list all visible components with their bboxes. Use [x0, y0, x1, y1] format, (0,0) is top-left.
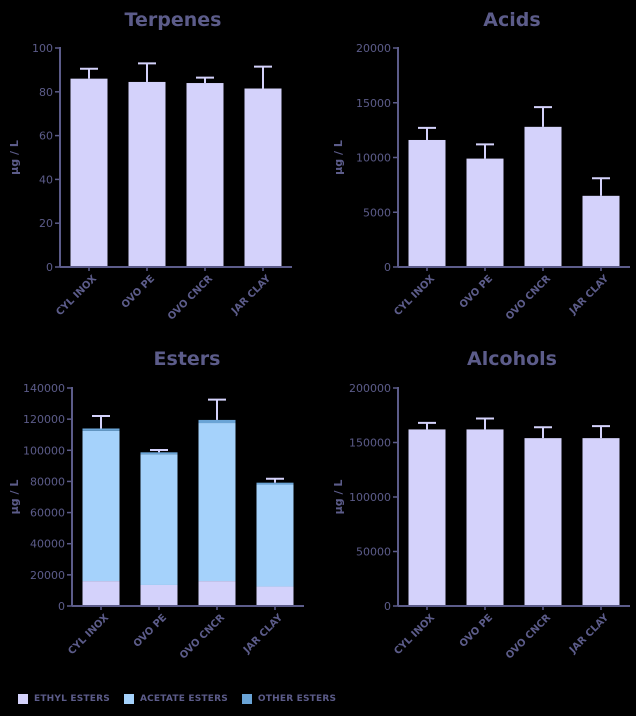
y-tick-label: 0 — [58, 600, 65, 613]
y-tick-label: 5000 — [363, 206, 391, 219]
legend-label: ACETATE ESTERS — [139, 694, 228, 704]
y-tick-label: 20 — [39, 217, 53, 230]
bar-ovo-pe — [466, 158, 504, 267]
y-tick-label: 40000 — [30, 538, 65, 551]
bar-ethyl-esters-ovo-cncr — [198, 581, 236, 606]
chart-title: Acids — [483, 9, 540, 31]
x-tick-label: OVO CNCR — [504, 273, 553, 322]
bar-ethyl-esters-jar-clay — [256, 586, 294, 606]
x-tick-label: OVO CNCR — [178, 612, 227, 661]
bar-ovo-pe — [466, 429, 504, 606]
legend-swatch — [241, 694, 252, 704]
x-tick-label: OVO PE — [458, 273, 496, 311]
bar-ovo-cncr — [524, 438, 562, 606]
y-tick-label: 100000 — [349, 491, 391, 504]
legend-item-other: OTHER ESTERS — [241, 694, 337, 704]
x-tick-label: CYL INOX — [392, 273, 437, 318]
y-tick-label: 120000 — [23, 413, 65, 426]
bar-ovo-pe — [128, 81, 166, 267]
bar-acetate-esters-cyl-inox — [82, 430, 120, 582]
legend-item-ethyl: ETHYL ESTERS — [18, 694, 110, 704]
legend-item-acetate: ACETATE ESTERS — [123, 694, 228, 704]
x-tick-label: JAR CLAY — [229, 273, 274, 318]
x-tick-label: OVO PE — [120, 273, 158, 311]
y-axis-label: µg / L — [332, 480, 345, 515]
bar-jar-clay — [582, 195, 620, 267]
bar-cyl-inox — [408, 429, 446, 606]
chart-panel-acids: Acids µg / L CYL INOX OVO PE OVO CNCR JAR CLA… — [332, 9, 630, 323]
y-tick-label: 0 — [384, 600, 391, 613]
x-tick-label: CYL INOX — [54, 273, 99, 318]
bar-cyl-inox — [408, 139, 446, 267]
legend: ETHYL ESTERS ACETATE ESTERS OTHER ESTERS — [18, 694, 336, 704]
bar-ovo-cncr — [524, 126, 562, 267]
legend-label: OTHER ESTERS — [257, 694, 337, 704]
x-tick-label: CYL INOX — [66, 612, 111, 657]
chart-panel-esters: Esters µg / L CYL INOX OVO PE OVO CNCR JAR CL… — [8, 348, 304, 662]
bar-ovo-cncr — [186, 83, 224, 267]
chart-panel-alcohols: Alcohols µg / L CYL INOX OVO PE OVO CNCR JAR … — [332, 348, 630, 662]
bar-ethyl-esters-cyl-inox — [82, 581, 120, 606]
y-tick-label: 80 — [39, 86, 53, 99]
y-tick-label: 15000 — [356, 97, 391, 110]
bar-other-esters-jar-clay — [256, 482, 294, 485]
x-tick-label: OVO CNCR — [504, 612, 553, 661]
x-tick-label: OVO PE — [458, 612, 496, 650]
x-tick-label: OVO PE — [132, 612, 170, 650]
bar-other-esters-ovo-pe — [140, 452, 178, 455]
chart-panel-terpenes: Terpenes µg / L CYL INOX OVO PE OVO CNCR JAR … — [8, 9, 292, 323]
chart-title: Esters — [154, 348, 221, 370]
bar-jar-clay — [582, 438, 620, 606]
y-tick-label: 20000 — [30, 569, 65, 582]
y-tick-label: 140000 — [23, 382, 65, 395]
legend-swatch — [123, 694, 134, 704]
bar-jar-clay — [244, 88, 282, 267]
y-tick-label: 20000 — [356, 42, 391, 55]
y-tick-label: 60 — [39, 130, 53, 143]
y-tick-label: 100 — [32, 42, 53, 55]
x-tick-label: CYL INOX — [392, 612, 437, 657]
bar-acetate-esters-jar-clay — [256, 484, 294, 587]
y-tick-label: 10000 — [356, 152, 391, 165]
y-tick-label: 60000 — [30, 507, 65, 520]
y-tick-label: 0 — [384, 261, 391, 274]
bar-acetate-esters-ovo-cncr — [198, 423, 236, 582]
chart-title: Alcohols — [467, 348, 557, 370]
bar-acetate-esters-ovo-pe — [140, 454, 178, 585]
y-tick-label: 50000 — [356, 546, 391, 559]
bar-other-esters-ovo-cncr — [198, 419, 236, 424]
y-axis-label: µg / L — [8, 480, 21, 515]
y-tick-label: 200000 — [349, 382, 391, 395]
legend-label: ETHYL ESTERS — [34, 694, 110, 704]
bar-ethyl-esters-ovo-pe — [140, 584, 178, 606]
y-tick-label: 80000 — [30, 475, 65, 488]
legend-swatch — [18, 694, 28, 704]
x-tick-label: JAR CLAY — [241, 612, 286, 657]
bar-other-esters-cyl-inox — [82, 428, 120, 431]
y-axis-label: µg / L — [8, 140, 21, 175]
x-tick-label: JAR CLAY — [567, 273, 612, 318]
y-tick-label: 150000 — [349, 437, 391, 450]
y-tick-label: 0 — [46, 261, 53, 274]
chart-title: Terpenes — [125, 9, 222, 31]
x-tick-label: OVO CNCR — [166, 273, 215, 322]
y-tick-label: 40 — [39, 173, 53, 186]
y-tick-label: 100000 — [23, 444, 65, 457]
y-axis-label: µg / L — [332, 140, 345, 175]
bar-cyl-inox — [70, 78, 108, 267]
x-tick-label: JAR CLAY — [567, 612, 612, 657]
